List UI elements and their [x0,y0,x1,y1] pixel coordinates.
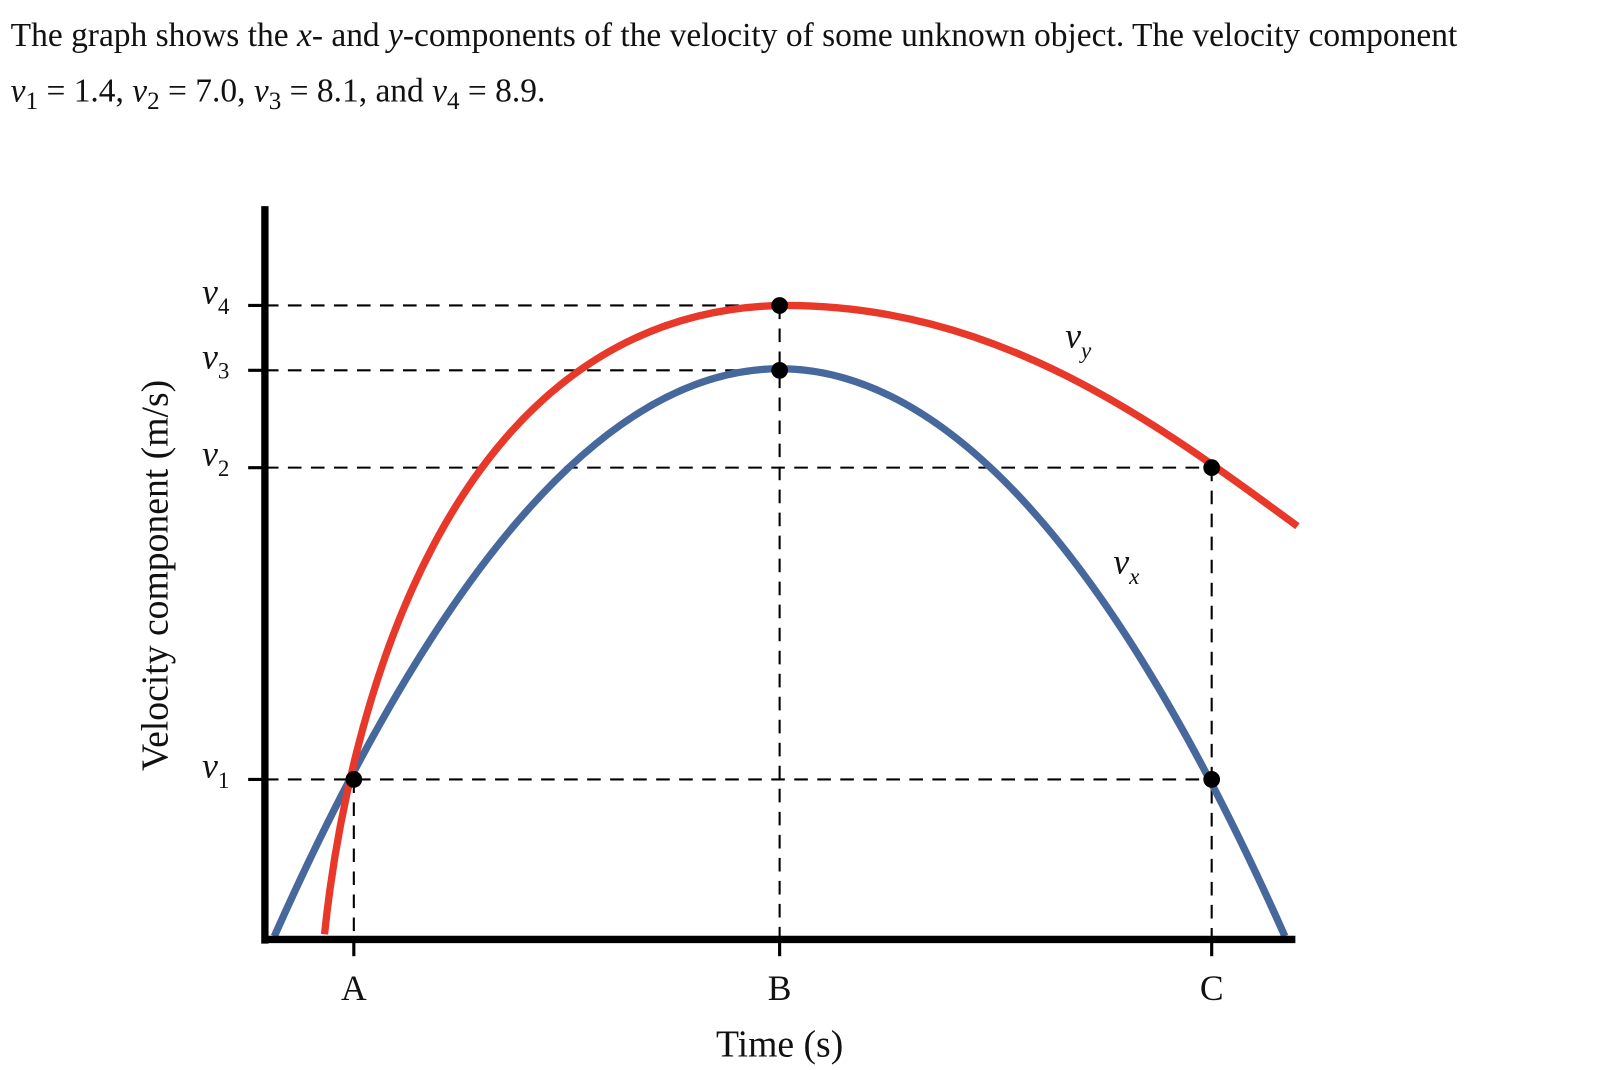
y-label: v1 [202,745,229,792]
y-label: v4 [202,271,230,318]
subscript: 4 [218,293,230,319]
point [345,771,363,788]
text-run: v [432,72,447,109]
vy-curve [320,301,1300,935]
curve-label: vy [1065,315,1092,362]
subscript: 1 [26,88,39,115]
text-run: -components of the velocity of some unkn… [403,17,1458,54]
subscript: 3 [269,88,282,115]
text-run: y [385,17,403,54]
symbol: v [202,745,218,785]
x-axis-title: Time (s) [716,1024,843,1065]
text-run: - and [312,17,388,54]
subscript: 1 [218,767,230,793]
y-axis-title: Velocity component (m/s) [135,380,177,771]
y-label: v2 [202,434,229,481]
text-run: The graph shows the [11,17,297,54]
x-label: C [1200,968,1224,1008]
subscript: 2 [147,88,160,115]
text-run: = 8.1, and [281,72,432,109]
point [1203,771,1221,788]
guide-lines [264,304,1213,940]
subscript: 3 [218,358,230,384]
text-run: = 7.0, [160,72,254,109]
point [1203,459,1221,477]
text-run: v [254,72,269,109]
symbol: v [1065,315,1081,355]
axes [261,206,1296,944]
points [345,297,1221,788]
problem-text: The graph shows the x- and y-components … [11,17,1458,54]
text-run: v [11,72,26,109]
symbol: v [1113,541,1129,581]
subscript: x [1128,563,1140,589]
x-label: A [341,968,367,1008]
symbol: v [202,336,218,376]
problem-values: v1 = 1.4, v2 = 7.0, v3 = 8.1, and v4 = 8… [11,72,546,114]
symbol: v [202,434,218,474]
point [771,361,788,379]
x-label: B [768,968,792,1008]
subscript: 2 [218,455,230,481]
subscript: 4 [447,88,460,115]
subscript: y [1079,337,1092,363]
text-run: = 1.4, [38,72,132,109]
text-run: = 8.9. [460,72,546,109]
graph [248,206,1300,957]
curve-label: vx [1113,541,1140,588]
text-run: v [132,72,147,109]
text-run: x [296,17,312,54]
symbol: v [202,271,218,311]
y-label: v3 [202,336,229,383]
point [771,297,788,314]
